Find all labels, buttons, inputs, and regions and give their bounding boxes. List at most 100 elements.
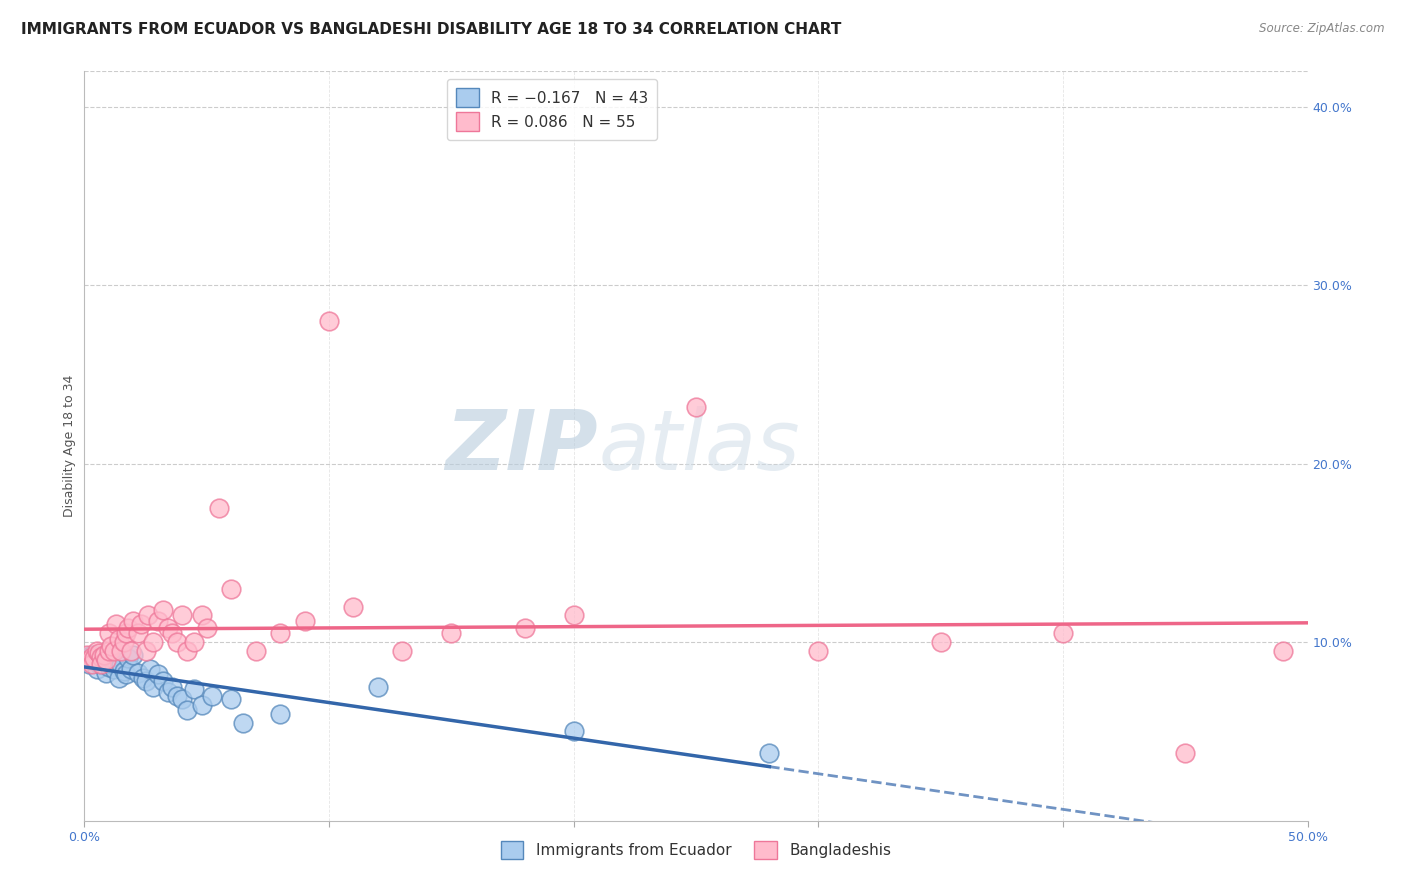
Point xyxy=(83,651,105,665)
Point xyxy=(112,635,135,649)
Y-axis label: Disability Age 18 to 34: Disability Age 18 to 34 xyxy=(63,375,76,517)
Point xyxy=(103,644,125,658)
Point xyxy=(208,501,231,516)
Point xyxy=(105,617,128,632)
Point xyxy=(77,657,100,671)
Point xyxy=(96,665,118,680)
Point xyxy=(758,746,780,760)
Point xyxy=(172,692,194,706)
Point xyxy=(156,685,179,699)
Point xyxy=(122,614,145,628)
Point xyxy=(269,706,291,721)
Point xyxy=(90,657,112,671)
Point xyxy=(562,608,585,623)
Point xyxy=(87,651,110,665)
Point xyxy=(86,644,108,658)
Point xyxy=(162,680,184,694)
Point xyxy=(80,657,103,671)
Point xyxy=(76,649,98,664)
Point xyxy=(200,689,222,703)
Text: atlas: atlas xyxy=(598,406,800,486)
Point xyxy=(685,400,707,414)
Point xyxy=(142,635,165,649)
Point xyxy=(166,689,188,703)
Point xyxy=(100,657,122,671)
Point xyxy=(127,626,149,640)
Point xyxy=(172,608,194,623)
Point xyxy=(162,626,184,640)
Point xyxy=(80,649,103,664)
Point xyxy=(195,621,218,635)
Point xyxy=(117,651,139,665)
Point xyxy=(87,646,110,660)
Point xyxy=(176,703,198,717)
Point xyxy=(245,644,267,658)
Point xyxy=(219,692,242,706)
Point xyxy=(139,662,162,676)
Point xyxy=(87,657,110,671)
Point xyxy=(135,674,157,689)
Point xyxy=(120,662,142,676)
Point xyxy=(562,724,585,739)
Point xyxy=(146,614,169,628)
Point xyxy=(367,680,389,694)
Point xyxy=(90,649,112,664)
Point xyxy=(115,667,138,681)
Point xyxy=(120,644,142,658)
Legend: Immigrants from Ecuador, Bangladeshis: Immigrants from Ecuador, Bangladeshis xyxy=(495,835,897,865)
Point xyxy=(107,632,129,646)
Point xyxy=(96,653,118,667)
Point xyxy=(105,655,128,669)
Text: Source: ZipAtlas.com: Source: ZipAtlas.com xyxy=(1260,22,1385,36)
Point xyxy=(146,667,169,681)
Point xyxy=(219,582,242,596)
Point xyxy=(103,662,125,676)
Point xyxy=(97,651,120,665)
Point xyxy=(136,608,159,623)
Point xyxy=(112,664,135,678)
Point xyxy=(127,665,149,680)
Point xyxy=(83,653,105,667)
Point xyxy=(97,660,120,674)
Point xyxy=(152,603,174,617)
Point xyxy=(110,658,132,673)
Point xyxy=(80,648,103,662)
Point xyxy=(107,671,129,685)
Point xyxy=(929,635,952,649)
Point xyxy=(132,671,155,685)
Point xyxy=(342,599,364,614)
Point xyxy=(110,644,132,658)
Point xyxy=(97,626,120,640)
Text: ZIP: ZIP xyxy=(446,406,598,486)
Point xyxy=(513,621,536,635)
Point xyxy=(90,648,112,662)
Point xyxy=(117,621,139,635)
Text: IMMIGRANTS FROM ECUADOR VS BANGLADESHI DISABILITY AGE 18 TO 34 CORRELATION CHART: IMMIGRANTS FROM ECUADOR VS BANGLADESHI D… xyxy=(21,22,841,37)
Point xyxy=(176,644,198,658)
Point xyxy=(93,658,115,673)
Point xyxy=(1052,626,1074,640)
Point xyxy=(100,639,122,653)
Point xyxy=(1272,644,1295,658)
Point xyxy=(129,617,152,632)
Point xyxy=(142,680,165,694)
Point xyxy=(440,626,463,640)
Point xyxy=(122,648,145,662)
Point xyxy=(318,314,340,328)
Point xyxy=(166,635,188,649)
Point xyxy=(183,635,205,649)
Point xyxy=(1174,746,1197,760)
Point xyxy=(191,608,214,623)
Point xyxy=(183,681,205,696)
Point xyxy=(391,644,413,658)
Point xyxy=(86,662,108,676)
Point xyxy=(135,644,157,658)
Point xyxy=(115,626,138,640)
Point xyxy=(232,715,254,730)
Point xyxy=(269,626,291,640)
Point xyxy=(152,674,174,689)
Point xyxy=(93,648,115,662)
Point xyxy=(191,698,214,712)
Point xyxy=(77,653,100,667)
Point xyxy=(294,614,316,628)
